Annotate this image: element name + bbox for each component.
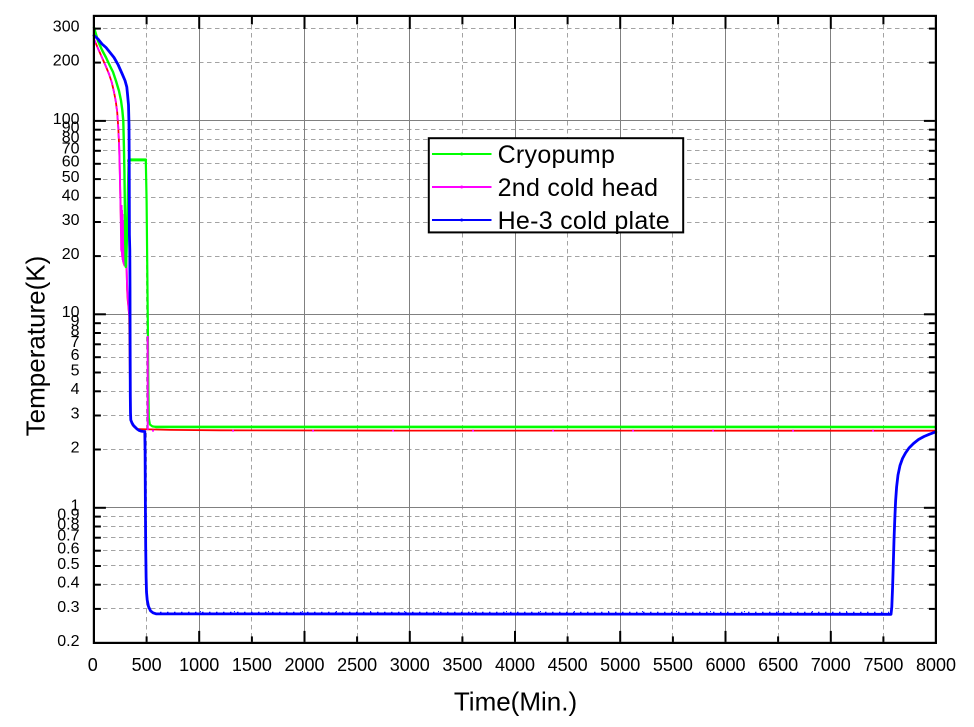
svg-text:4: 4 xyxy=(71,381,80,398)
svg-text:6: 6 xyxy=(71,347,80,364)
svg-text:Temperature(K): Temperature(K) xyxy=(21,256,51,437)
svg-text:3: 3 xyxy=(71,405,80,422)
svg-text:200: 200 xyxy=(53,53,80,70)
svg-text:0.9: 0.9 xyxy=(57,507,79,524)
svg-text:5000: 5000 xyxy=(600,655,640,675)
svg-text:7500: 7500 xyxy=(863,655,903,675)
svg-text:8000: 8000 xyxy=(916,655,956,675)
svg-text:300: 300 xyxy=(53,19,80,36)
svg-text:100: 100 xyxy=(53,111,80,128)
svg-text:He-3 cold plate: He-3 cold plate xyxy=(498,207,670,235)
svg-text:40: 40 xyxy=(62,188,80,205)
svg-text:4500: 4500 xyxy=(548,655,588,675)
svg-text:Time(Min.): Time(Min.) xyxy=(454,687,577,717)
svg-text:0.3: 0.3 xyxy=(57,599,79,616)
svg-text:80: 80 xyxy=(62,130,80,147)
svg-text:2000: 2000 xyxy=(284,655,324,675)
svg-text:60: 60 xyxy=(62,154,80,171)
svg-text:0: 0 xyxy=(88,655,98,675)
svg-text:1500: 1500 xyxy=(232,655,272,675)
svg-text:3500: 3500 xyxy=(442,655,482,675)
svg-text:1: 1 xyxy=(71,498,80,515)
svg-text:10: 10 xyxy=(62,304,80,321)
svg-text:8: 8 xyxy=(71,323,80,340)
svg-text:6500: 6500 xyxy=(758,655,798,675)
svg-text:7: 7 xyxy=(71,334,80,351)
svg-text:6000: 6000 xyxy=(705,655,745,675)
svg-text:30: 30 xyxy=(62,212,80,229)
svg-text:3000: 3000 xyxy=(390,655,430,675)
svg-text:0.2: 0.2 xyxy=(57,633,79,650)
svg-text:Cryopump: Cryopump xyxy=(498,141,616,169)
svg-text:4000: 4000 xyxy=(495,655,535,675)
svg-text:1000: 1000 xyxy=(179,655,219,675)
svg-text:9: 9 xyxy=(71,313,80,330)
svg-text:2: 2 xyxy=(71,439,80,456)
svg-text:0.5: 0.5 xyxy=(57,556,79,573)
svg-text:2nd cold head: 2nd cold head xyxy=(498,174,659,202)
svg-text:50: 50 xyxy=(62,169,80,186)
svg-text:20: 20 xyxy=(62,246,80,263)
svg-text:0.8: 0.8 xyxy=(57,516,79,533)
svg-text:90: 90 xyxy=(62,120,80,137)
svg-text:5: 5 xyxy=(71,362,80,379)
svg-text:70: 70 xyxy=(62,141,80,158)
svg-text:0.4: 0.4 xyxy=(57,575,79,592)
svg-text:500: 500 xyxy=(132,655,162,675)
svg-text:7000: 7000 xyxy=(811,655,851,675)
svg-text:0.6: 0.6 xyxy=(57,541,79,558)
svg-text:5500: 5500 xyxy=(653,655,693,675)
svg-text:2500: 2500 xyxy=(337,655,377,675)
svg-text:0.7: 0.7 xyxy=(57,528,79,545)
